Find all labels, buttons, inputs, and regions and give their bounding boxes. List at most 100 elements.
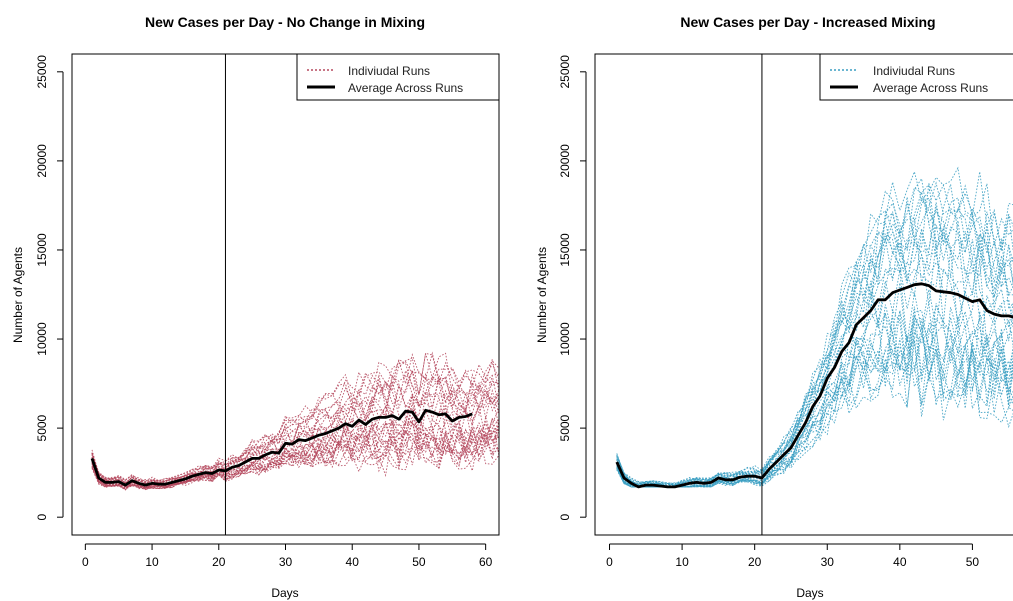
legend-label-average: Average Across Runs (873, 81, 988, 95)
x-tick-label: 10 (675, 555, 689, 569)
x-axis: 0 10 20 30 40 50 60 (82, 543, 493, 569)
x-tick-label: 0 (82, 555, 89, 569)
run-line (616, 250, 1013, 488)
run-line (91, 351, 499, 482)
y-tick-label: 0 (558, 514, 572, 521)
run-line (616, 170, 1013, 486)
y-tick-label: 0 (35, 514, 49, 521)
run-line (91, 405, 499, 489)
run-line (91, 359, 499, 482)
x-tick-label: 10 (145, 555, 159, 569)
run-line (91, 375, 499, 485)
chart-title: New Cases per Day - No Change in Mixing (145, 14, 425, 30)
run-line (91, 434, 499, 489)
y-tick-label: 10000 (558, 322, 572, 356)
run-line (91, 422, 499, 489)
y-tick-label: 25000 (35, 55, 49, 89)
run-line (616, 339, 1013, 488)
run-line (616, 224, 1013, 488)
y-tick-label: 20000 (558, 144, 572, 178)
run-line (616, 183, 1013, 485)
run-line (91, 431, 499, 491)
x-tick-label: 20 (748, 555, 762, 569)
x-tick-label: 40 (893, 555, 907, 569)
legend-label-average: Average Across Runs (348, 81, 463, 95)
x-tick-label: 50 (412, 555, 426, 569)
individual-runs (91, 351, 499, 491)
legend-label-runs: Indiviudal Runs (348, 64, 430, 78)
y-tick-label: 5000 (558, 414, 572, 441)
run-line (91, 369, 499, 485)
y-tick-label: 15000 (558, 233, 572, 267)
run-line (616, 197, 1013, 488)
legend: Indiviudal Runs Average Across Runs (819, 53, 1013, 101)
run-line (91, 389, 499, 487)
run-line (91, 368, 499, 485)
run-line (616, 196, 1013, 486)
run-line (616, 181, 1013, 486)
panel-no-change-in-mixing: New Cases per Day - No Change in Mixing … (11, 14, 500, 600)
run-line (616, 336, 1013, 488)
legend-box (296, 53, 500, 101)
run-line (91, 352, 499, 484)
run-line (616, 230, 1013, 488)
run-line (616, 304, 1013, 488)
x-tick-label: 30 (821, 555, 835, 569)
run-line (91, 375, 499, 486)
average-series-line (615, 282, 1013, 489)
y-axis: 0 5000 10000 15000 20000 25000 (558, 55, 587, 521)
average-line (615, 282, 1013, 489)
plot-frame (594, 53, 1013, 536)
run-line (616, 267, 1013, 488)
run-line (91, 402, 499, 488)
run-line (616, 311, 1013, 488)
y-tick-label: 10000 (35, 322, 49, 356)
run-line (616, 238, 1013, 488)
legend-box (819, 53, 1013, 101)
panel-increased-mixing: New Cases per Day - Increased Mixing Num… (535, 14, 1013, 600)
plot-frame (71, 53, 500, 536)
run-line (616, 309, 1013, 488)
individual-runs (616, 166, 1013, 488)
run-line (91, 414, 499, 489)
legend-label-runs: Indiviudal Runs (873, 64, 955, 78)
run-line (91, 418, 499, 490)
y-axis-label: Number of Agents (11, 247, 25, 343)
y-axis-label: Number of Agents (535, 247, 549, 343)
run-line (616, 190, 1013, 485)
run-line (616, 306, 1013, 488)
x-tick-label: 40 (346, 555, 360, 569)
run-line (616, 220, 1013, 486)
y-tick-label: 5000 (35, 414, 49, 441)
run-line (91, 421, 499, 489)
run-line (91, 403, 499, 488)
x-tick-label: 60 (479, 555, 493, 569)
x-tick-label: 30 (279, 555, 293, 569)
run-line (91, 370, 499, 484)
chart-title: New Cases per Day - Increased Mixing (680, 14, 935, 30)
run-line (616, 304, 1013, 488)
x-tick-label: 50 (966, 555, 980, 569)
average-line (90, 408, 473, 487)
y-tick-label: 20000 (35, 144, 49, 178)
legend: Indiviudal Runs Average Across Runs (296, 53, 500, 101)
x-tick-label: 20 (212, 555, 226, 569)
y-axis: 0 5000 10000 15000 20000 25000 (35, 55, 64, 521)
run-line (616, 302, 1013, 488)
x-axis: 0 10 20 30 40 50 (606, 543, 980, 569)
run-line (616, 327, 1013, 488)
y-tick-label: 25000 (558, 55, 572, 89)
x-axis-label: Days (796, 586, 823, 600)
run-line (91, 420, 499, 489)
run-line (616, 166, 1013, 485)
run-line (91, 392, 499, 486)
average-series-line (90, 408, 473, 487)
x-tick-label: 0 (606, 555, 613, 569)
run-line (91, 423, 499, 491)
y-tick-label: 15000 (35, 233, 49, 267)
x-axis-label: Days (271, 586, 298, 600)
run-line (616, 206, 1013, 487)
run-line (616, 340, 1013, 488)
run-line (91, 415, 499, 489)
